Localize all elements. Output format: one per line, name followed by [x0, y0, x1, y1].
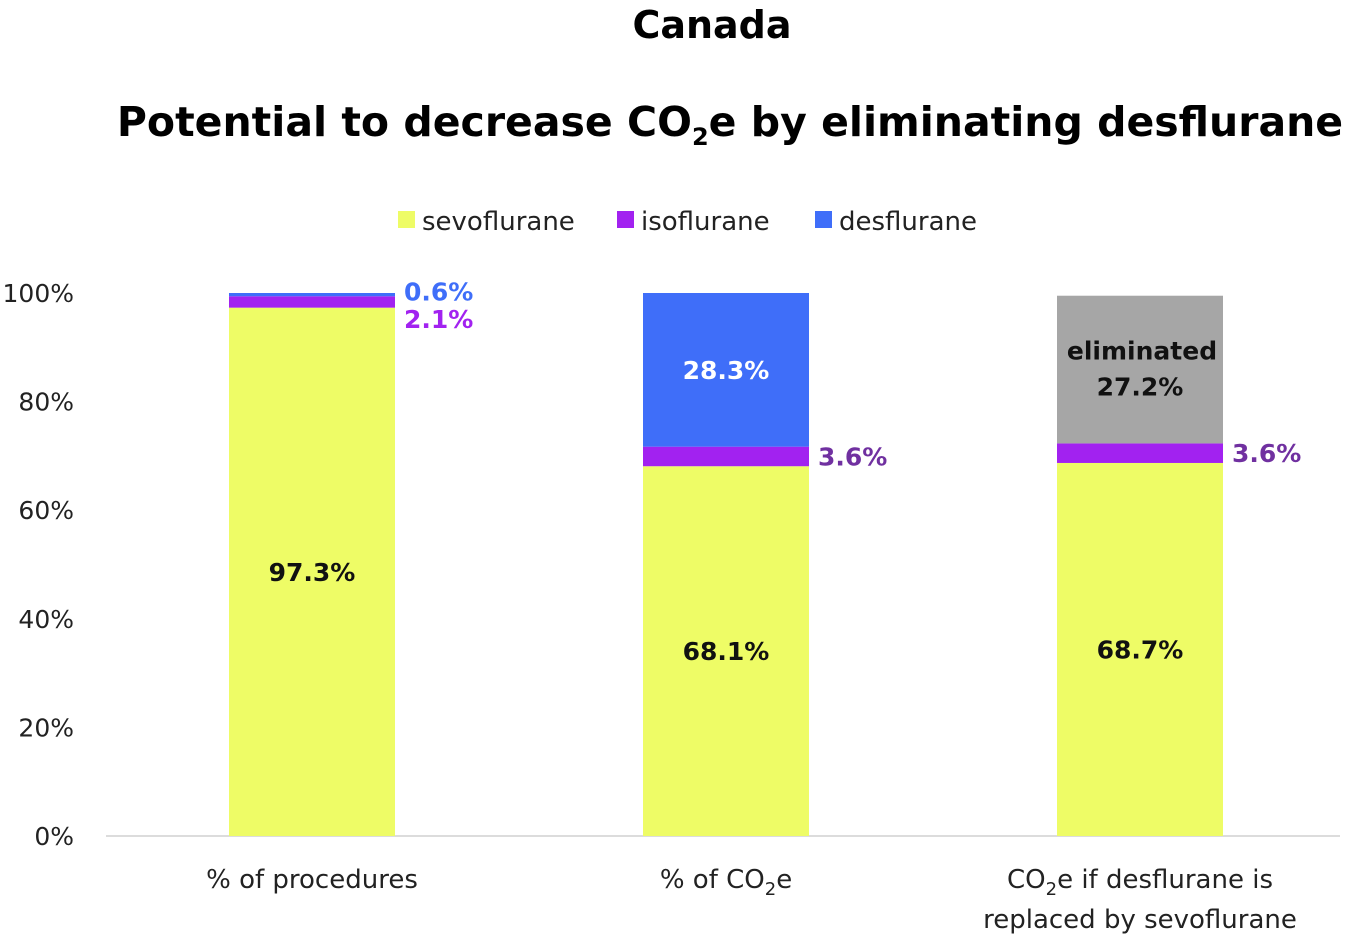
y-tick-label: 0% [34, 822, 74, 851]
x-axis: % of procedures % of CO2e CO2e if desflura… [206, 865, 1297, 935]
y-tick-label: 80% [18, 388, 74, 417]
bar-sevoflurane-2 [643, 466, 809, 836]
bars [229, 293, 1223, 836]
data-label: 3.6% [818, 442, 887, 471]
bar-desflurane-1 [229, 293, 395, 297]
annotation-eliminated: eliminated [1067, 337, 1217, 366]
legend: sevoflurane isoflurane desflurane [398, 207, 977, 237]
data-label: 0.6% [404, 278, 473, 307]
category-label: CO2e if desflurane is [1007, 865, 1273, 900]
data-label: 2.1% [404, 305, 473, 334]
category-label-line2: replaced by sevoflurane [983, 905, 1297, 935]
category-label: % of procedures [206, 865, 418, 895]
legend-swatch-isoflurane [617, 211, 634, 228]
data-labels: 97.3% 2.1%0.6% 68.1% 3.6% 28.3% 68.7% 3.6% 27.2… [269, 278, 1302, 666]
data-label: 3.6% [1232, 439, 1301, 468]
data-label: 27.2% [1097, 373, 1184, 402]
bar-desflurane-2 [643, 293, 809, 447]
bar-sevoflurane-1 [229, 307, 395, 836]
y-tick-label: 40% [18, 605, 74, 634]
data-label: 68.7% [1097, 635, 1184, 664]
chart-subtitle: Potential to decrease CO2e by eliminatin… [117, 98, 1343, 151]
chart-title: Canada [632, 3, 791, 47]
legend-label-sevoflurane: sevoflurane [422, 207, 575, 237]
data-label: 28.3% [683, 356, 770, 385]
bar-sevoflurane-3 [1057, 462, 1223, 836]
bar-isoflurane-2 [643, 446, 809, 467]
y-tick-label: 60% [18, 496, 74, 525]
legend-swatch-desflurane [815, 211, 832, 228]
bar-isoflurane-3 [1057, 443, 1223, 463]
y-tick-label: 20% [18, 713, 74, 742]
bar-eliminated-3 [1057, 295, 1223, 444]
data-label: 68.1% [683, 637, 770, 666]
data-label: 97.3% [269, 558, 356, 587]
legend-label-desflurane: desflurane [839, 207, 977, 237]
legend-swatch-sevoflurane [398, 211, 415, 228]
legend-label-isoflurane: isoflurane [641, 207, 770, 237]
bar-isoflurane-1 [229, 296, 395, 308]
y-tick-label: 100% [3, 279, 74, 308]
category-label: % of CO2e [660, 865, 792, 900]
